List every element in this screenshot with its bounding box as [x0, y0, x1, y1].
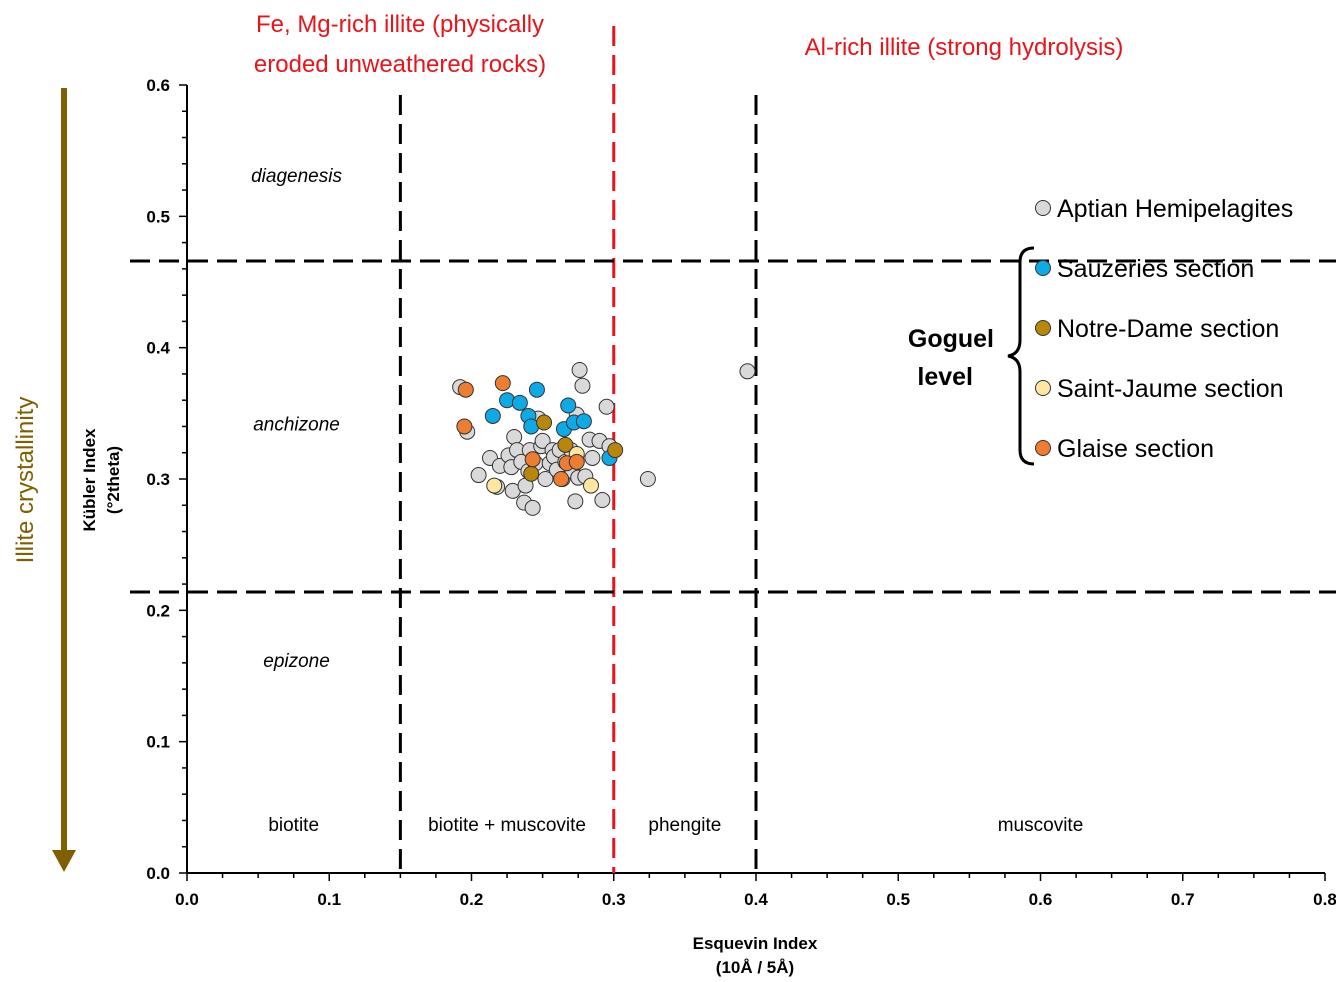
x-axis-title-line-2: (10Å / 5Å): [716, 958, 794, 977]
y-axis-title-line-2: (°2theta): [104, 446, 123, 514]
legend-marker: [1035, 200, 1051, 216]
goguel-label-line-2: level: [917, 363, 973, 391]
data-point: [470, 467, 487, 484]
illite-crystallinity-arrow-head: [52, 850, 76, 872]
data-point: [494, 375, 511, 392]
data-point: [568, 453, 585, 470]
goguel-bracket-shape: [1007, 246, 1035, 466]
x-axis-title-line-1: Esquevin Index: [693, 934, 818, 953]
side-illite-crystallinity: Illite crystallinity: [12, 88, 76, 872]
zone-label: epizone: [263, 651, 330, 672]
al-rich-illite-label: Al-rich illite (strong hydrolysis): [805, 34, 1124, 61]
data-point: [457, 381, 474, 398]
data-point: [528, 381, 545, 398]
x-tick-label: 0.7: [1171, 890, 1195, 909]
legend-marker: [1035, 260, 1051, 276]
data-point: [524, 499, 541, 516]
y-axis-title: Kübler Index (°2theta): [80, 428, 123, 532]
legend-label: Notre-Dame section: [1057, 315, 1279, 343]
axes: 0.0 0.1 0.2 0.3 0.4 0.5 0.6 0.7 0.8 0.0 0.1 0.2 0.3 0…: [146, 76, 1336, 909]
data-point: [567, 493, 584, 510]
data-point: [571, 361, 588, 378]
goguel-label-line-1: Goguel: [908, 325, 994, 353]
x-tick-label: 0.0: [175, 890, 199, 909]
legend: Aptian Hemipelagites Sauzeries section Not…: [1035, 195, 1293, 463]
legend-label: Saint-Jaume section: [1057, 375, 1284, 403]
legend-marker: [1035, 320, 1051, 336]
data-point: [739, 363, 756, 380]
x-tick-label: 0.2: [460, 890, 484, 909]
data-point: [523, 465, 540, 482]
data-point: [511, 394, 528, 411]
legend-item: Saint-Jaume section: [1035, 375, 1284, 403]
legend-item: Aptian Hemipelagites: [1035, 195, 1293, 223]
x-tick-label: 0.1: [317, 890, 341, 909]
mineral-label: muscovite: [998, 815, 1084, 836]
y-tick-label: 0.5: [146, 207, 170, 226]
data-point: [524, 451, 541, 468]
y-tick-label: 0.0: [146, 864, 170, 883]
y-tick-label: 0.6: [146, 76, 170, 95]
legend-label: Aptian Hemipelagites: [1057, 195, 1293, 223]
zone-label: anchizone: [253, 414, 340, 435]
legend-item: Notre-Dame section: [1035, 315, 1279, 343]
x-tick-label: 0.8: [1313, 890, 1336, 909]
data-point: [584, 449, 601, 466]
x-tick-label: 0.4: [744, 890, 768, 909]
y-tick-label: 0.3: [146, 470, 170, 489]
data-point: [607, 442, 624, 459]
mineral-label: phengite: [648, 815, 721, 836]
series-4: [456, 375, 585, 487]
mineral-label: biotite: [268, 815, 319, 836]
top-labels: Fe, Mg-rich illite (physically eroded un…: [254, 11, 1123, 78]
legend-marker: [1035, 380, 1051, 396]
y-tick-label: 0.1: [146, 733, 170, 752]
x-tick-label: 0.6: [1029, 890, 1053, 909]
data-point: [486, 477, 503, 494]
data-point: [594, 492, 611, 509]
data-point: [639, 471, 656, 487]
data-point: [484, 407, 501, 424]
x-axis-title: Esquevin Index (10Å / 5Å): [693, 934, 818, 977]
zone-label: diagenesis: [251, 166, 342, 187]
legend-label: Sauzeries section: [1057, 255, 1254, 283]
data-point: [536, 414, 553, 431]
y-tick-label: 0.4: [146, 339, 170, 358]
goguel-bracket: Goguel level: [908, 246, 1035, 466]
data-point: [557, 436, 574, 453]
data-point: [560, 397, 577, 414]
legend-label: Glaise section: [1057, 435, 1214, 463]
y-tick-label: 0.2: [146, 601, 170, 620]
region-labels: diagenesis anchizone epizone biotite biotite…: [251, 166, 1083, 836]
x-tick-label: 0.5: [886, 890, 910, 909]
data-point: [553, 471, 570, 487]
mineral-label: biotite + muscovite: [428, 815, 586, 836]
data-point: [574, 377, 591, 394]
legend-item: Glaise section: [1035, 435, 1214, 463]
fe-mg-illite-label-line-1: Fe, Mg-rich illite (physically: [256, 11, 544, 38]
data-point: [582, 477, 599, 494]
data-point: [598, 398, 615, 415]
data-point: [456, 418, 473, 435]
data-point: [534, 432, 551, 449]
x-tick-label: 0.3: [602, 890, 626, 909]
data-point: [575, 413, 592, 430]
illite-crystallinity-label: Illite crystallinity: [12, 397, 39, 564]
series-2: [523, 414, 624, 482]
fe-mg-illite-label-line-2: eroded unweathered rocks): [254, 51, 546, 78]
series-1: [484, 381, 618, 466]
legend-item: Sauzeries section: [1035, 255, 1254, 283]
data-points: [452, 361, 756, 516]
data-point: [506, 428, 523, 445]
legend-marker: [1035, 440, 1051, 456]
data-point: [537, 471, 554, 487]
y-axis-title-line-1: Kübler Index: [80, 428, 99, 532]
